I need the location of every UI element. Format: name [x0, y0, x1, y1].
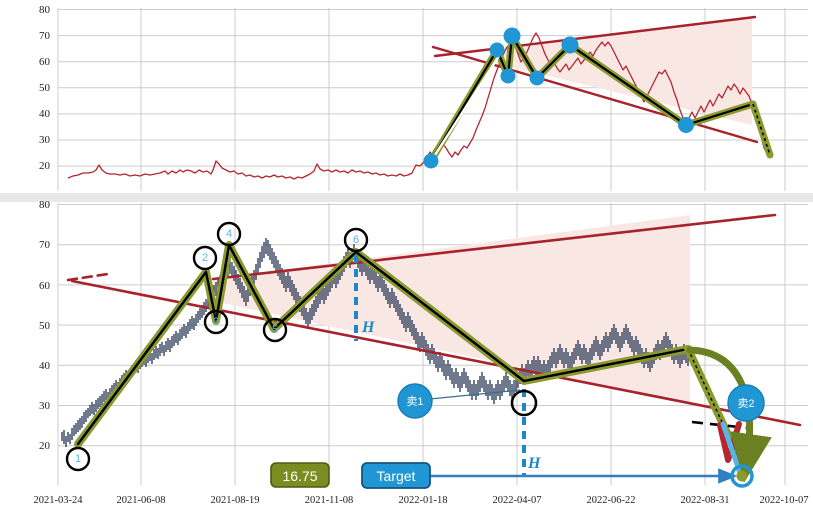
marker-ring — [192, 245, 218, 271]
sell1-badge[interactable]: 卖1 — [397, 383, 433, 419]
wave-marker-2[interactable]: 2 — [192, 245, 218, 271]
svg-text:50: 50 — [39, 320, 51, 332]
svg-text:60: 60 — [39, 56, 51, 68]
detail-panel: 80 70 60 50 40 30 20 — [34, 199, 809, 506]
marker-ring — [65, 446, 91, 472]
overview-pivot-dot — [489, 42, 505, 58]
x-tick-label: 2022-04-07 — [493, 495, 542, 506]
sell2-circle — [727, 384, 765, 422]
height-label-top: H — [361, 319, 375, 336]
marker-ring — [343, 227, 369, 253]
overview-pivot-dot — [503, 27, 521, 45]
wave-marker-3[interactable]: 3 — [203, 309, 229, 335]
marker-label: 6 — [353, 234, 359, 246]
svg-text:30: 30 — [39, 134, 51, 146]
overview-pivot-dot — [678, 117, 694, 133]
overview-price-line — [67, 32, 771, 180]
wave-marker-4[interactable]: 4 — [216, 221, 242, 247]
wave-marker-5[interactable]: 5 — [262, 317, 288, 343]
svg-text:30: 30 — [39, 400, 51, 412]
detail-wedge-fill — [213, 215, 690, 404]
svg-text:20: 20 — [39, 160, 51, 172]
svg-text:80: 80 — [39, 4, 51, 16]
target-badge-label: Target — [377, 468, 416, 484]
marker-label: 5 — [272, 324, 278, 336]
marker-ring — [510, 389, 538, 417]
svg-text:70: 70 — [39, 239, 51, 251]
sell1-label: 卖1 — [406, 395, 423, 408]
marker-label: 3 — [213, 316, 219, 328]
overview-pivot-dots — [423, 27, 694, 169]
price-badge[interactable]: 16.75 — [270, 462, 330, 488]
price-badge-label: 16.75 — [282, 468, 317, 484]
sell2-badge[interactable]: 卖2 — [727, 384, 765, 422]
marker-ring — [262, 317, 288, 343]
panel-divider — [0, 193, 813, 202]
overview-pivot-dot — [423, 153, 439, 169]
overview-pivot-dot — [500, 68, 516, 84]
price-badge-box — [270, 462, 330, 488]
x-tick-label: 2021-08-19 — [211, 495, 260, 506]
height-label-bottom: H — [527, 455, 541, 472]
overview-wedge-fill — [491, 17, 752, 125]
x-tick-label: 2021-11-08 — [305, 495, 354, 506]
detail-y-ticks: 80 70 60 50 40 30 20 — [39, 199, 51, 452]
svg-text:70: 70 — [39, 30, 51, 42]
svg-text:50: 50 — [39, 82, 51, 94]
overview-trendline-upper — [433, 15, 757, 58]
overview-y-ticks: 80 70 60 50 40 30 20 — [39, 4, 51, 172]
x-tick-label: 2021-03-24 — [34, 495, 84, 506]
detail-projection-arrow — [686, 346, 772, 483]
overview-projection-dash — [752, 103, 771, 156]
detail-wave-inner — [76, 243, 690, 446]
marker-label: 2 — [202, 252, 208, 264]
sell2-label: 卖2 — [737, 397, 754, 410]
x-tick-label: 2021-06-08 — [117, 495, 166, 506]
wave-marker-1[interactable]: 1 — [65, 446, 91, 472]
x-tick-label: 2022-08-31 — [681, 495, 730, 506]
marker-label: 4 — [226, 228, 232, 240]
x-tick-label: 2022-06-22 — [587, 495, 636, 506]
svg-text:40: 40 — [39, 108, 51, 120]
overview-pivot-dot — [529, 70, 545, 86]
svg-text:80: 80 — [39, 199, 51, 211]
x-tick-label: 2022-01-18 — [399, 495, 448, 506]
target-badge[interactable]: Target — [361, 462, 431, 489]
wave-marker-6[interactable]: 6 — [343, 227, 369, 253]
detail-trendline-upper — [211, 213, 777, 281]
x-tick-label: 2022-10-07 — [760, 495, 809, 506]
wave-markers: 1 2 3 4 5 — [65, 221, 538, 472]
wave-marker-7[interactable] — [510, 389, 538, 417]
detail-trendline-upper-extension — [66, 272, 110, 282]
overview-panel: 80 70 60 50 40 30 20 — [39, 4, 808, 191]
overview-pivot-dot — [561, 36, 579, 54]
marker-label: 1 — [75, 453, 81, 465]
svg-text:20: 20 — [39, 440, 51, 452]
svg-text:40: 40 — [39, 360, 51, 372]
target-endpoint-ring — [730, 464, 754, 488]
target-badge-box — [361, 462, 431, 489]
sell1-circle — [397, 383, 433, 419]
marker-ring — [216, 221, 242, 247]
sell1-leader-line — [429, 389, 521, 400]
detail-x-ticks: 2021-03-24 2021-06-08 2021-08-19 2021-11… — [34, 495, 809, 506]
target-endpoint-dot — [736, 470, 748, 482]
detail-trendline-lower — [70, 279, 802, 427]
svg-text:60: 60 — [39, 280, 51, 292]
marker-ring — [203, 309, 229, 335]
